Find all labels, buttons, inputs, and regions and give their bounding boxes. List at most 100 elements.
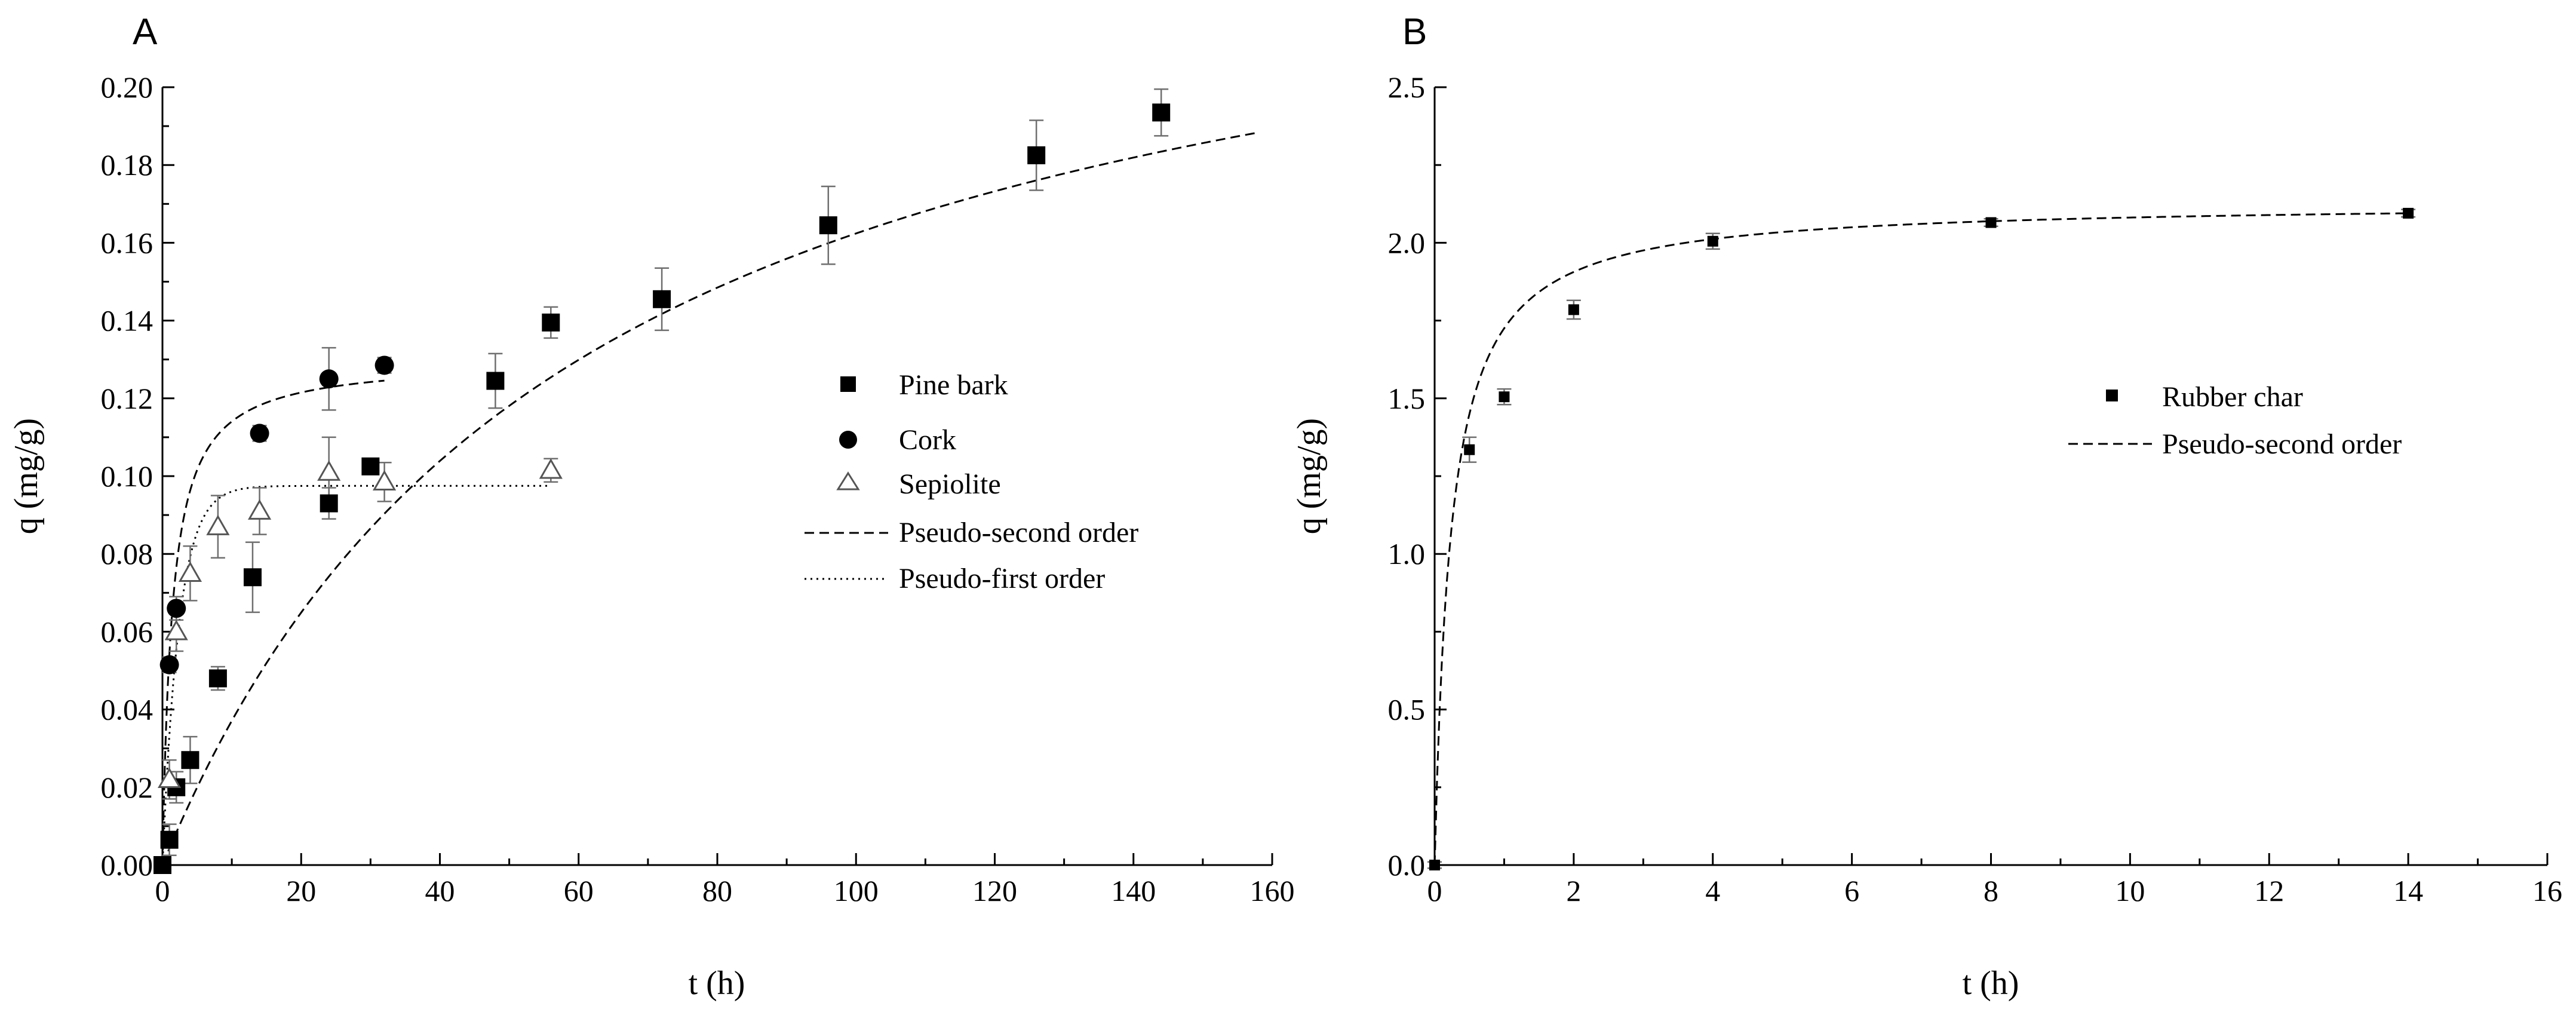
y-tick-label-2-5: 2.5: [1388, 70, 1426, 104]
panel-a: A 0 20 40 60 80 100 120 140 1600.000.020.040.060…: [8, 11, 1295, 1002]
point-pine-bark: [1152, 103, 1171, 122]
fit-curve-pseudo-second-order-pine-bark: [161, 131, 1259, 866]
y-tick-label-0-02: 0.02: [101, 771, 153, 804]
panel-b-legend: Rubber char Pseudo-second order: [2068, 381, 2402, 460]
x-tick-label-120: 120: [972, 874, 1017, 907]
y-tick-label-0-14: 0.14: [101, 304, 153, 338]
point-pine-bark: [181, 751, 199, 769]
x-tick-label-160: 160: [1250, 874, 1295, 907]
y-tick-label-0: 0.00: [101, 848, 153, 882]
y-tick-label-1: 1.0: [1388, 537, 1426, 571]
y-tick-label-1-5: 1.5: [1388, 382, 1426, 415]
y-tick-label-0-1: 0.10: [101, 459, 153, 493]
legend-label-pine-bark: Pine bark: [899, 369, 1008, 401]
panel-a-error-bars: [155, 88, 1169, 870]
legend-label-sepiolite: Sepiolite: [899, 468, 1001, 500]
point-pine-bark: [1027, 146, 1046, 164]
panel-b-letter: B: [1402, 11, 1427, 53]
legend-label-rubber-char: Rubber char: [2162, 381, 2303, 413]
x-tick-label-20: 20: [286, 874, 316, 907]
point-cork: [374, 355, 394, 375]
y-tick-label-0-04: 0.04: [101, 693, 153, 726]
x-tick-label-4: 4: [1705, 874, 1720, 907]
x-tick-label-0: 0: [1427, 874, 1442, 907]
x-tick-label-6: 6: [1844, 874, 1859, 907]
panel-b-y-axis-label: q (mg/g): [1291, 418, 1328, 534]
y-tick-label-0-08: 0.08: [101, 537, 153, 571]
x-tick-label-16: 16: [2532, 874, 2562, 907]
legend-label-pseudo-first-order: Pseudo-first order: [899, 563, 1105, 594]
panel-b: B 0 2 4 6 8 10 12 14 160.00.51.01.52.02.5 t (h) …: [1291, 11, 2562, 1002]
legend-label-pseudo-second-order: Pseudo-second order: [899, 517, 1138, 548]
point-pine-bark: [819, 216, 837, 235]
x-tick-label-10: 10: [2115, 874, 2145, 907]
panel-a-x-axis-label: t (h): [689, 965, 745, 1002]
point-rubber-char: [1464, 444, 1475, 455]
point-rubber-char: [1568, 304, 1579, 315]
legend-marker-sepiolite: [836, 471, 860, 490]
point-rubber-char: [2403, 207, 2414, 219]
x-tick-label-100: 100: [834, 874, 879, 907]
fit-curve-pseudo-second-order-rubber-char: [1433, 212, 2409, 866]
point-cork: [167, 599, 186, 618]
y-tick-label-0-16: 0.16: [101, 226, 153, 259]
x-tick-label-0: 0: [155, 874, 170, 907]
panel-b-fit-curves: [1433, 212, 2409, 866]
point-rubber-char: [1985, 217, 1997, 228]
legend-label-pseudo-second-order-b: Pseudo-second order: [2162, 428, 2402, 460]
point-pine-bark: [542, 313, 560, 332]
point-sepiolite: [373, 470, 397, 491]
y-tick-label-0-5: 0.5: [1388, 693, 1426, 726]
x-tick-label-2: 2: [1566, 874, 1581, 907]
point-cork: [250, 424, 269, 443]
point-pine-bark: [486, 372, 505, 390]
panel-a-ticks: 0 20 40 60 80 100 120 140 160 0.00 0.02 0.04 0.06 0.0…: [101, 70, 1295, 907]
point-rubber-char: [1499, 391, 1510, 403]
point-sepiolite: [178, 561, 202, 582]
point-pine-bark: [320, 494, 338, 513]
y-tick-label-0-06: 0.06: [101, 615, 153, 648]
point-sepiolite: [164, 620, 188, 640]
point-sepiolite: [206, 514, 230, 535]
panel-a-letter: A: [133, 11, 158, 53]
point-sepiolite: [247, 499, 272, 520]
point-sepiolite: [317, 460, 341, 481]
fit-curve-pseudo-second-order-cork: [161, 379, 385, 866]
panel-b-ticks: 0 2 4 6 8 10 12 14 16 0.0 0.5 1.0 1.5 2.0 2.5: [1388, 70, 2563, 907]
point-rubber-char: [1429, 860, 1440, 870]
point-cork: [319, 369, 339, 389]
x-tick-label-8: 8: [1984, 874, 1998, 907]
panel-a-legend: Pine bark Cork Sepiolite Pseudo-second o…: [805, 369, 1138, 594]
y-tick-label-0-2: 0.20: [101, 70, 153, 104]
y-tick-label-2: 2.0: [1388, 226, 1426, 259]
x-tick-label-40: 40: [425, 874, 455, 907]
x-tick-label-14: 14: [2393, 874, 2423, 907]
point-pine-bark: [160, 830, 179, 849]
legend-label-cork: Cork: [899, 424, 956, 456]
x-tick-label-80: 80: [702, 874, 732, 907]
point-pine-bark: [153, 856, 171, 874]
panel-a-y-axis-label: q (mg/g): [8, 418, 45, 534]
panel-b-x-axis-label: t (h): [1963, 965, 2019, 1002]
point-pine-bark: [208, 669, 227, 688]
point-pine-bark: [653, 290, 671, 308]
legend-marker-pine-bark: [840, 376, 856, 392]
y-tick-label-0-12: 0.12: [101, 382, 153, 415]
panel-a-points: [153, 103, 1171, 874]
fit-curve-pseudo-first-order-sepiolite: [161, 484, 551, 866]
point-pine-bark: [361, 457, 380, 476]
y-tick-label-0: 0.0: [1388, 848, 1426, 882]
point-cork: [159, 655, 179, 674]
legend-marker-rubber-char: [2106, 390, 2118, 401]
point-rubber-char: [1707, 235, 1718, 247]
y-tick-label-0-18: 0.18: [101, 148, 153, 182]
x-tick-label-60: 60: [564, 874, 594, 907]
point-sepiolite: [539, 458, 563, 479]
x-tick-label-140: 140: [1111, 874, 1156, 907]
point-sepiolite: [158, 767, 182, 789]
panel-a-fit-curves: [161, 131, 1259, 866]
legend-marker-cork: [839, 431, 857, 449]
x-tick-label-12: 12: [2254, 874, 2284, 907]
point-pine-bark: [243, 568, 262, 587]
